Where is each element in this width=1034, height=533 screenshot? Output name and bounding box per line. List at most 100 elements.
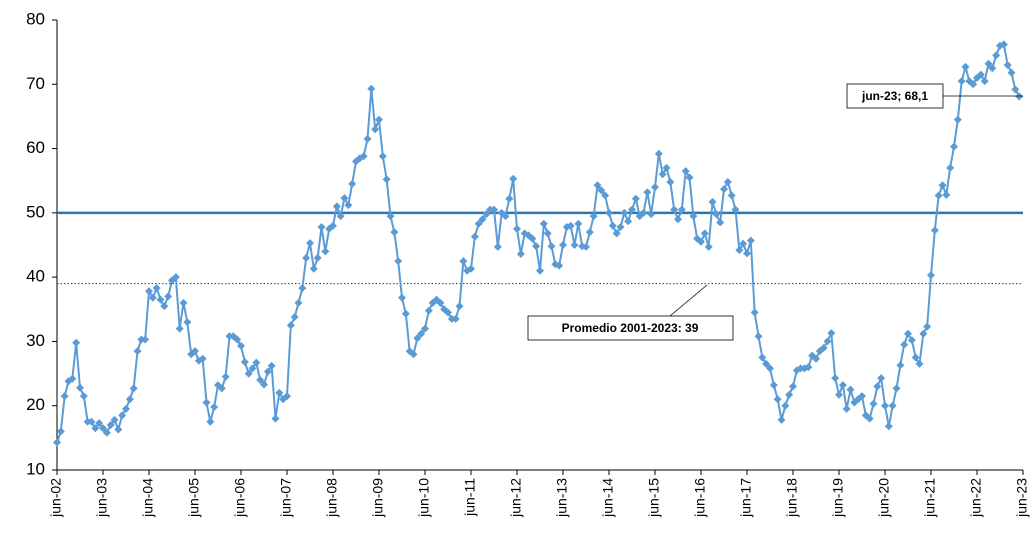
data-marker	[490, 205, 498, 214]
data-marker	[666, 178, 675, 186]
data-marker	[980, 77, 989, 86]
data-marker	[237, 341, 245, 350]
data-marker	[164, 292, 173, 301]
data-marker	[233, 335, 242, 344]
x-tick-label: jun-18	[784, 478, 800, 518]
data-marker	[286, 321, 295, 330]
data-marker	[976, 70, 985, 79]
x-tick-label: jun-05	[186, 478, 202, 518]
data-marker	[888, 401, 897, 410]
y-tick-label: 50	[26, 202, 45, 221]
data-marker	[336, 212, 345, 221]
data-marker	[547, 242, 556, 251]
data-marker	[907, 336, 916, 345]
data-marker	[267, 361, 276, 370]
data-marker	[505, 194, 514, 203]
data-marker	[754, 332, 763, 341]
data-marker	[217, 384, 226, 393]
data-marker	[302, 253, 311, 262]
data-marker	[934, 191, 943, 200]
data-marker	[608, 221, 617, 230]
data-marker	[329, 221, 337, 230]
data-marker	[470, 232, 479, 241]
data-marker	[459, 257, 468, 266]
data-marker	[869, 399, 878, 408]
data-marker	[597, 186, 606, 195]
data-marker	[240, 358, 249, 366]
data-marker	[306, 239, 314, 248]
data-marker	[624, 217, 633, 226]
data-marker	[421, 324, 429, 333]
data-marker	[616, 223, 625, 231]
data-marker	[539, 219, 548, 228]
data-marker	[746, 236, 755, 245]
data-marker	[309, 264, 318, 273]
data-marker	[478, 215, 487, 224]
data-marker	[739, 239, 748, 248]
data-marker	[930, 226, 939, 235]
data-marker	[95, 419, 104, 428]
x-tick-label: jun-04	[140, 478, 156, 518]
data-marker	[76, 383, 84, 392]
x-tick-label: jun-20	[876, 478, 892, 518]
data-marker	[382, 175, 391, 184]
data-marker	[60, 392, 69, 401]
data-marker	[160, 302, 169, 311]
data-marker	[892, 384, 901, 393]
data-marker	[1003, 61, 1012, 69]
data-marker	[516, 250, 525, 258]
data-marker	[984, 59, 993, 68]
data-marker	[559, 241, 567, 249]
data-marker	[643, 188, 652, 197]
x-tick-label: jun-12	[508, 478, 524, 518]
data-marker	[582, 242, 590, 251]
x-tick-label: jun-02	[48, 478, 64, 518]
data-marker	[244, 369, 253, 378]
data-marker	[674, 215, 682, 224]
data-marker	[593, 181, 602, 190]
data-marker	[992, 51, 1001, 60]
data-marker	[773, 395, 782, 404]
data-marker	[838, 381, 847, 390]
annotation-box	[846, 83, 944, 109]
data-marker	[56, 427, 65, 436]
data-marker	[743, 249, 751, 258]
data-marker	[999, 40, 1008, 49]
data-marker	[175, 324, 184, 333]
data-marker	[118, 411, 127, 420]
data-marker	[179, 298, 188, 307]
data-marker	[72, 338, 81, 347]
data-marker	[398, 293, 406, 302]
data-marker	[125, 395, 134, 404]
data-marker	[348, 179, 357, 188]
last-value-annotation: jun-23; 68,1	[846, 83, 1023, 109]
data-marker	[628, 205, 636, 214]
data-marker	[723, 178, 732, 186]
data-marker	[762, 359, 771, 368]
data-marker	[532, 242, 541, 251]
average-annotation: Promedio 2001-2023: 39	[527, 284, 734, 341]
data-marker	[919, 329, 928, 338]
data-marker	[697, 237, 705, 246]
data-marker	[758, 353, 767, 362]
data-marker	[275, 388, 284, 397]
data-marker	[831, 374, 840, 383]
data-marker	[451, 314, 460, 323]
x-tick-label: jun-09	[370, 478, 386, 518]
data-marker	[846, 385, 855, 394]
data-marker	[371, 125, 380, 134]
y-tick-label: 60	[26, 138, 45, 157]
data-marker	[68, 374, 77, 383]
x-tick-label: jun-06	[232, 478, 248, 518]
data-marker	[294, 298, 303, 307]
data-marker	[689, 212, 698, 221]
data-marker	[620, 208, 629, 217]
data-marker	[102, 428, 111, 437]
annotation-box	[527, 315, 734, 341]
data-marker	[191, 347, 199, 356]
data-marker	[221, 372, 230, 381]
data-marker	[183, 318, 192, 327]
data-marker	[658, 170, 667, 179]
data-marker	[1011, 85, 1020, 94]
data-marker	[417, 329, 426, 338]
